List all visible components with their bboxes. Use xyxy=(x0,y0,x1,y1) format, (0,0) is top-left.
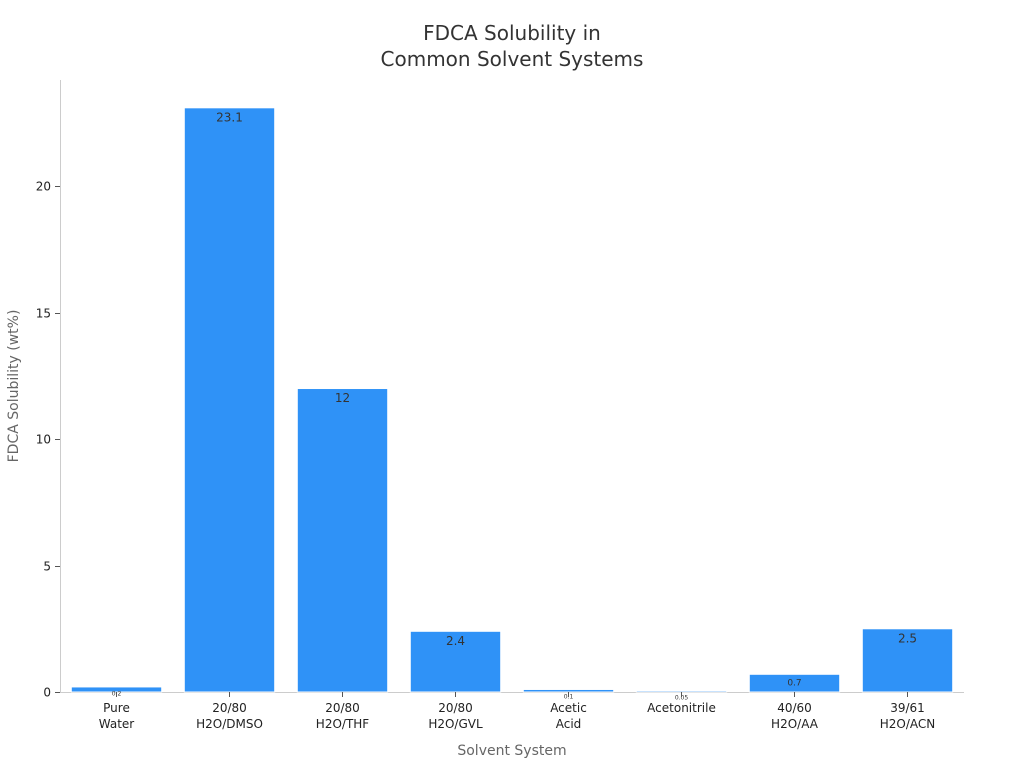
x-tick-label: Acetonitrile xyxy=(647,701,716,715)
chart-title-line-1: FDCA Solubility in xyxy=(423,21,601,45)
x-tick-label: 20/80 H2O/THF xyxy=(316,701,370,731)
x-tick-label: 40/60 H2O/AA xyxy=(771,701,819,731)
bar xyxy=(183,107,276,693)
data-label: 0.7 xyxy=(787,678,801,688)
bar xyxy=(861,628,954,693)
y-ticks-group: 0 5 10 15 20 xyxy=(36,180,60,700)
chart-title-line-2: Common Solvent Systems xyxy=(381,47,644,71)
bar xyxy=(635,690,728,693)
x-tick-label: 20/80 H2O/DMSO xyxy=(196,701,263,731)
bar xyxy=(296,388,389,693)
bar xyxy=(409,630,502,693)
data-label: 2.5 xyxy=(898,631,917,645)
y-tick-label: 15 xyxy=(36,307,51,321)
y-axis-label: FDCA Solubility (wt%) xyxy=(6,310,22,463)
x-tick-label: Acetic Acid xyxy=(550,701,587,731)
x-tick-label: Pure Water xyxy=(99,701,135,731)
x-tick-label: 39/61 H2O/ACN xyxy=(880,701,936,731)
x-axis-label: Solvent System xyxy=(457,743,566,759)
data-label: 12 xyxy=(335,391,350,405)
y-tick-label: 5 xyxy=(43,560,51,574)
y-tick-label: 20 xyxy=(36,180,51,194)
y-tick-label: 10 xyxy=(36,433,51,447)
x-ticks-group: Pure Water 20/80 H2O/DMSO 20/80 H2O/THF 20/80 H… xyxy=(99,692,935,731)
data-label: 23.1 xyxy=(216,110,243,124)
data-label: 0.05 xyxy=(675,695,689,702)
x-tick-label: 20/80 H2O/GVL xyxy=(428,701,483,731)
bar xyxy=(522,688,615,693)
data-label: 2.4 xyxy=(446,634,465,648)
y-tick-label: 0 xyxy=(43,686,51,700)
